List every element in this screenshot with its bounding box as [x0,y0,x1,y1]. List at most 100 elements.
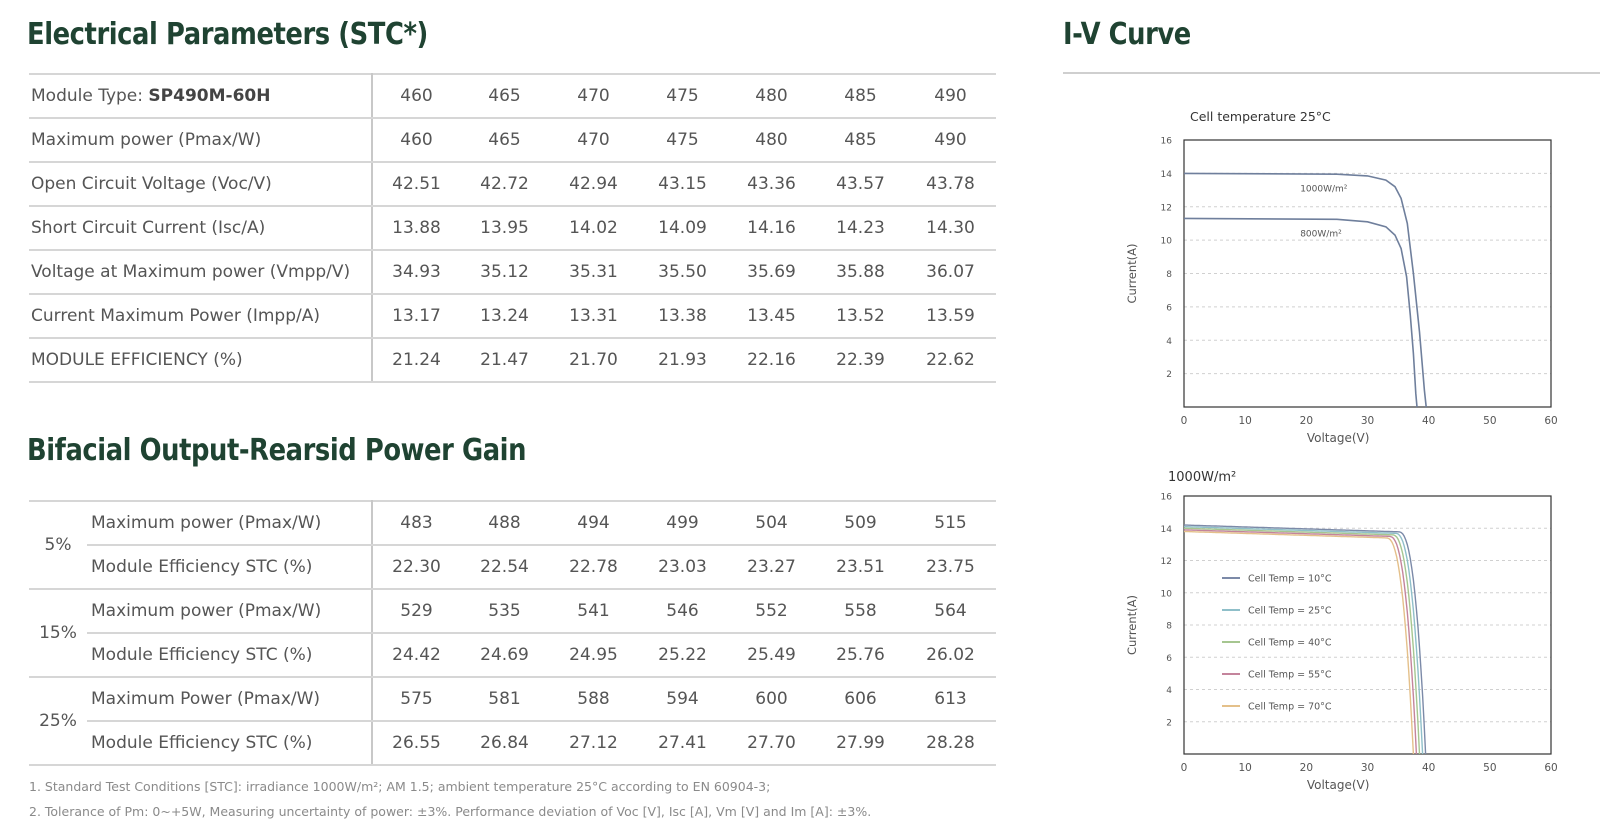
table-cell: 43.15 [638,162,727,207]
row-label: Voltage at Maximum power (Vmpp/V) [29,250,373,295]
row-label: MODULE EFFICIENCY (%) [29,338,373,383]
y-tick-label: 16 [1161,137,1173,147]
table-cell: 515 [905,501,996,546]
row-label: Short Circuit Current (Isc/A) [29,206,373,251]
table-cell: 23.75 [905,545,996,590]
y-axis-label: Current(A) [1125,595,1139,655]
series-line [1184,530,1415,755]
table-row: Module Efficiency STC (%) 24.42 24.69 24.95… [29,633,996,678]
x-tick-label: 60 [1544,415,1557,427]
x-tick-label: 20 [1300,415,1313,427]
table-cell: 594 [638,677,727,722]
table-cell: 42.51 [372,162,460,207]
table-cell: 25.22 [638,633,727,678]
plot-frame [1183,139,1552,408]
iv-curve-heading: I-V Curve [1063,17,1191,52]
table-cell: 14.16 [727,206,816,251]
x-tick-label: 40 [1422,762,1435,774]
row-label: Maximum power (Pmax/W) [87,501,373,546]
table-cell: 490 [905,118,996,163]
x-tick-label: 30 [1361,762,1374,774]
series-line [1183,217,1418,408]
table-cell: 13.45 [727,294,816,339]
table-cell: 14.30 [905,206,996,251]
table-cell: 499 [638,501,727,546]
table-cell: 21.70 [549,338,638,383]
row-label: Maximum Power (Pmax/W) [87,677,373,722]
table-cell: 21.24 [372,338,460,383]
table-cell: 43.78 [905,162,996,207]
row-label: Maximum power (Pmax/W) [29,118,373,163]
table-cell: 13.59 [905,294,996,339]
table-cell: 529 [372,589,460,634]
table-cell: 26.55 [372,721,460,766]
x-tick-label: 20 [1300,762,1313,774]
table-cell: 488 [460,501,549,546]
table-cell: 35.12 [460,250,549,295]
legend-label: Cell Temp = 10°C [1248,574,1332,585]
table-cell: 26.84 [460,721,549,766]
table-cell: 465 [460,118,549,163]
table-cell: 613 [905,677,996,722]
table-cell: 14.23 [816,206,905,251]
table-cell: 43.57 [816,162,905,207]
series-label: 800W/m² [1300,229,1342,239]
table-row: 5% Maximum power (Pmax/W) 483 488 494 499 504 5… [29,501,996,590]
x-tick-label: 10 [1238,415,1251,427]
table-cell: 22.54 [460,545,549,590]
table-cell: 13.52 [816,294,905,339]
x-tick-label: 50 [1483,762,1496,774]
table-cell: 480 [727,118,816,163]
y-axis-label: Current(A) [1125,243,1139,303]
table-cell: 21.47 [460,338,549,383]
electrical-parameters-table: Module Type: SP490M-60H 460 465 470 475 480 48… [29,73,996,383]
series-line [1183,525,1424,755]
table-cell: 13.24 [460,294,549,339]
table-row: Short Circuit Current (Isc/A) 13.88 13.95 1… [29,206,996,251]
y-tick-label: 4 [1166,337,1172,347]
table-cell: 475 [638,74,727,119]
table-cell: 13.38 [638,294,727,339]
table-cell: 22.16 [727,338,816,383]
table-cell: 42.72 [460,162,549,207]
table-cell: 13.88 [372,206,460,251]
plot-frame [1183,495,1552,755]
bifacial-output-table: 5% Maximum power (Pmax/W) 483 488 494 499 504 5… [29,500,996,766]
table-cell: 558 [816,589,905,634]
row-label: Current Maximum Power (Impp/A) [29,294,373,339]
y-tick-label: 2 [1166,370,1172,380]
table-cell: 494 [549,501,638,546]
table-cell: 581 [460,677,549,722]
table-row: 25% Maximum Power (Pmax/W) 575 581 588 594 600… [29,677,996,766]
table-cell: 600 [727,677,816,722]
y-tick-label: 14 [1161,525,1173,535]
gain-percentage: 25% [29,677,87,766]
table-cell: 24.42 [372,633,460,678]
table-cell: 43.36 [727,162,816,207]
x-tick-label: 10 [1238,762,1251,774]
table-cell: 23.51 [816,545,905,590]
table-row: Open Circuit Voltage (Voc/V) 42.51 42.72 42… [29,162,996,207]
series-label: 1000W/m² [1300,184,1348,194]
table-cell: 485 [816,74,905,119]
x-axis-label: Voltage(V) [1307,431,1370,445]
table-cell: 13.17 [372,294,460,339]
table-cell: 575 [372,677,460,722]
table-cell: 13.31 [549,294,638,339]
y-tick-label: 2 [1166,718,1172,728]
legend-label: Cell Temp = 70°C [1248,702,1332,713]
table-cell: 28.28 [905,721,996,766]
table-row: Module Efficiency STC (%) 22.30 22.54 22.78… [29,545,996,590]
table-cell: 480 [727,74,816,119]
table-cell: 27.99 [816,721,905,766]
y-tick-label: 14 [1161,170,1173,180]
table-row: Maximum power (Pmax/W) 460 465 470 475 480 485… [29,118,996,163]
table-cell: 27.70 [727,721,816,766]
y-tick-label: 4 [1166,686,1172,696]
row-label: Module Efficiency STC (%) [87,721,373,766]
iv-curve-temperature-chart: 0 10 20 30 40 50 60 2 4 6 8 10 12 14 16 Voltage(V) Curre… [1125,470,1558,792]
y-tick-label: 8 [1166,270,1172,280]
x-tick-label: 40 [1422,415,1435,427]
table-cell: 24.69 [460,633,549,678]
x-tick-label: 30 [1361,415,1374,427]
